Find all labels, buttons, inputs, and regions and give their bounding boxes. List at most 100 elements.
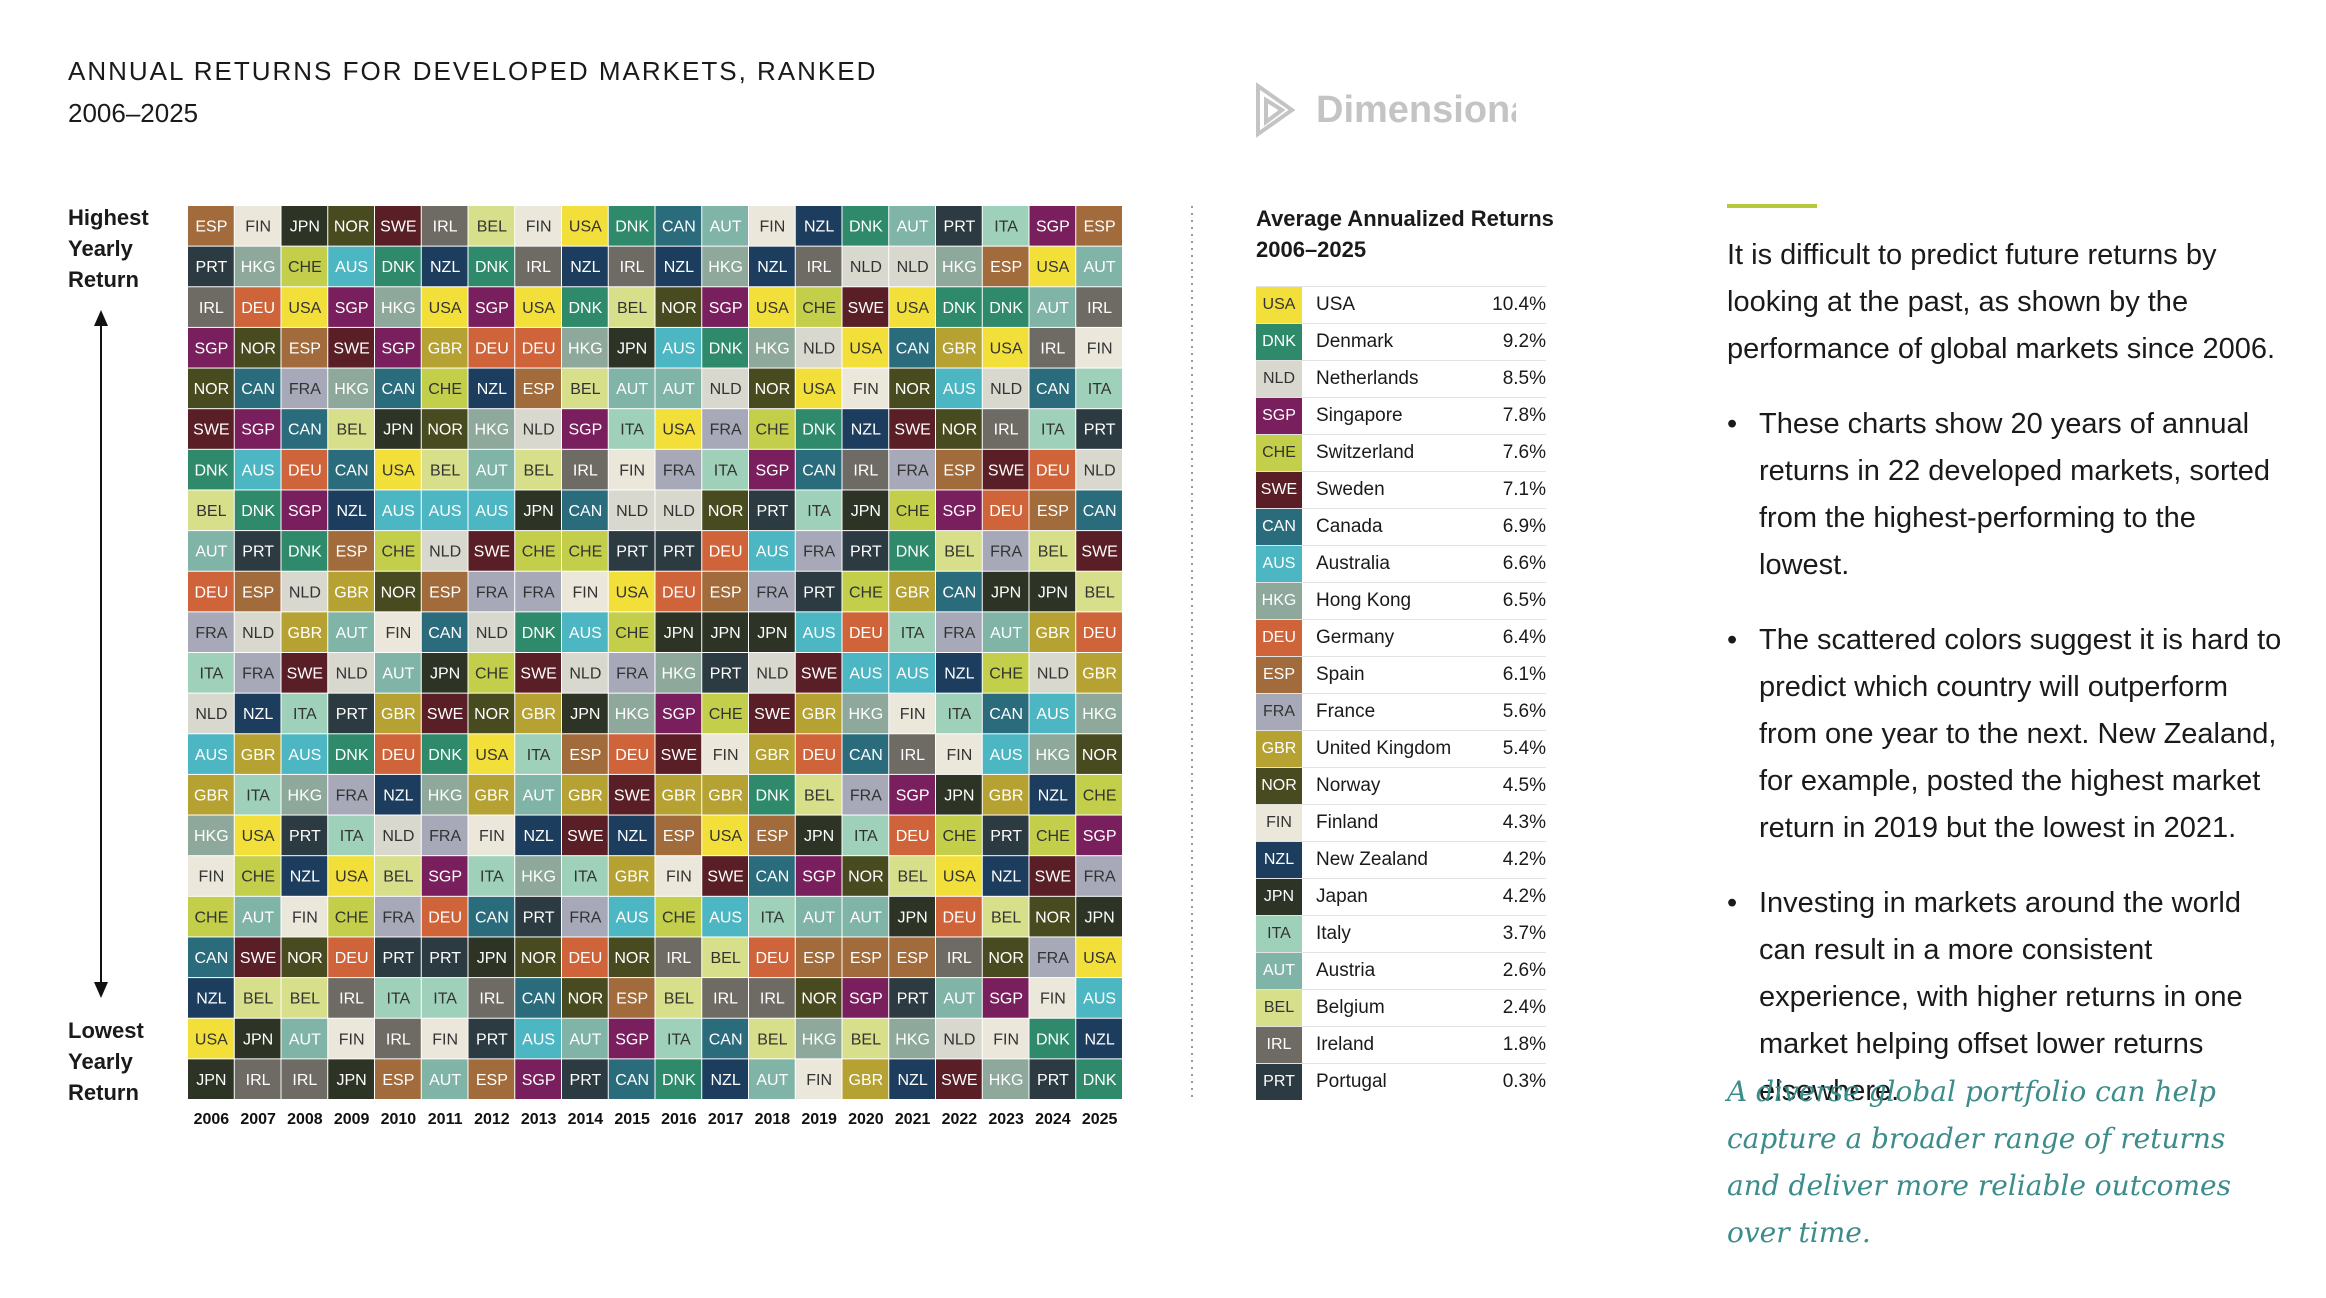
cell xyxy=(281,653,328,693)
cell xyxy=(234,327,281,368)
cell xyxy=(234,1059,281,1099)
cell-label: JPN xyxy=(196,1072,226,1089)
cell xyxy=(889,1018,935,1059)
cell-label: IRL xyxy=(666,950,691,967)
averages-row: USA USA 10.4% xyxy=(1256,286,1546,324)
cell xyxy=(468,449,515,490)
cell xyxy=(982,327,1029,368)
cell-label: NOR xyxy=(287,950,323,967)
cell-label: DNK xyxy=(428,747,462,764)
cell xyxy=(562,1018,608,1059)
cell xyxy=(702,409,748,449)
cell xyxy=(795,774,842,815)
cell xyxy=(1076,774,1122,815)
cell-label: JPN xyxy=(430,666,460,683)
cell xyxy=(188,774,234,815)
averages-heading: Average Annualized Returns xyxy=(1256,206,1554,231)
cell-label: DNK xyxy=(475,259,509,276)
cell-label: NLD xyxy=(429,544,461,561)
country-name: United Kingdom xyxy=(1302,730,1482,768)
cell-label: PRT xyxy=(1084,422,1116,439)
cell xyxy=(936,206,982,246)
cell xyxy=(702,1018,748,1059)
cell xyxy=(328,978,374,1018)
cell xyxy=(234,287,281,327)
cell xyxy=(515,327,561,368)
cell-label: PRT xyxy=(429,950,461,967)
cell-label: AUS xyxy=(242,462,275,479)
cell-label: ESP xyxy=(663,828,695,845)
cell-label: IRL xyxy=(573,462,598,479)
cell xyxy=(749,449,795,490)
cell-label: FRA xyxy=(242,666,274,683)
cell-label: DEU xyxy=(662,584,696,601)
cell xyxy=(1029,612,1076,652)
year-label: 2017 xyxy=(708,1111,744,1128)
cell-label: ITA xyxy=(1088,381,1112,398)
cell xyxy=(375,531,421,571)
cell-label: DEU xyxy=(1036,462,1070,479)
cell xyxy=(982,693,1029,734)
cell-label: FRA xyxy=(803,544,835,561)
cell xyxy=(188,409,234,449)
cell xyxy=(562,693,608,734)
cell-label: NOR xyxy=(427,422,463,439)
cell xyxy=(655,978,702,1018)
cell-label: CAN xyxy=(615,1072,649,1089)
swatch: AUS xyxy=(1256,545,1302,583)
cell xyxy=(1076,978,1122,1018)
arrow-head xyxy=(94,982,108,998)
cell xyxy=(468,978,515,1018)
cell xyxy=(655,368,702,409)
cell-label: ESP xyxy=(569,747,601,764)
swatch: NOR xyxy=(1256,767,1302,805)
year-label: 2011 xyxy=(428,1111,463,1128)
cell xyxy=(889,734,935,774)
cell-label: FIN xyxy=(713,747,739,764)
cell-label: CAN xyxy=(381,381,415,398)
cell xyxy=(421,1018,468,1059)
cell xyxy=(749,815,795,856)
country-name: Norway xyxy=(1302,767,1482,805)
cell-label: ITA xyxy=(994,219,1018,236)
cell xyxy=(421,206,468,246)
cell-label: DNK xyxy=(1036,1031,1070,1048)
cell-label: BEL xyxy=(944,544,974,561)
averages-row: NLD Netherlands 8.5% xyxy=(1256,360,1546,398)
cell xyxy=(468,693,515,734)
swatch: ESP xyxy=(1256,656,1302,694)
cell-label: DEU xyxy=(942,909,976,926)
cell xyxy=(842,1059,889,1099)
cell-label: BEL xyxy=(617,300,647,317)
cell xyxy=(281,327,328,368)
cell-label: NZL xyxy=(991,869,1021,886)
cell-label: ESP xyxy=(803,950,835,967)
cell xyxy=(795,368,842,409)
cell-label: IRL xyxy=(433,219,458,236)
cell xyxy=(328,774,374,815)
cell-label: AUS xyxy=(849,666,882,683)
cell xyxy=(1029,246,1076,287)
average-return: 6.5% xyxy=(1481,582,1546,620)
cell-label: HKG xyxy=(942,259,977,276)
cell xyxy=(375,774,421,815)
cell-label: AUT xyxy=(943,991,975,1008)
cell-label: ESP xyxy=(242,584,274,601)
cell xyxy=(562,978,608,1018)
cell xyxy=(795,571,842,612)
cell xyxy=(468,1059,515,1099)
cell xyxy=(562,490,608,531)
cell xyxy=(936,693,982,734)
cell xyxy=(328,327,374,368)
cell-label: AUS xyxy=(756,544,789,561)
cell-label: DEU xyxy=(1083,625,1117,642)
cell-label: CAN xyxy=(475,909,509,926)
cell-label: GBR xyxy=(708,787,743,804)
cell-label: ITA xyxy=(807,503,831,520)
cell xyxy=(982,774,1029,815)
cell xyxy=(749,734,795,774)
country-name: Ireland xyxy=(1302,1026,1482,1064)
cell xyxy=(608,612,655,652)
country-name: Japan xyxy=(1302,878,1482,916)
cell xyxy=(936,1059,982,1099)
